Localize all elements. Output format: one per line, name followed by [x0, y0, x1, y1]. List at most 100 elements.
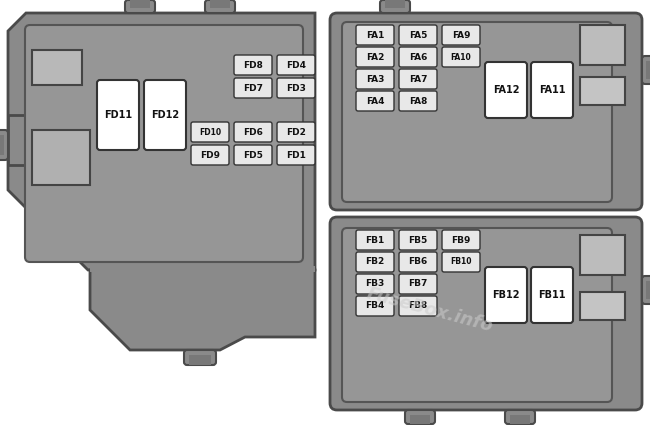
FancyBboxPatch shape [277, 122, 315, 142]
Polygon shape [8, 115, 30, 165]
FancyBboxPatch shape [642, 276, 650, 304]
FancyBboxPatch shape [330, 217, 642, 410]
FancyBboxPatch shape [531, 62, 573, 118]
FancyBboxPatch shape [399, 91, 437, 111]
FancyBboxPatch shape [277, 55, 315, 75]
Text: FB8: FB8 [408, 301, 428, 311]
FancyBboxPatch shape [405, 410, 435, 424]
FancyBboxPatch shape [191, 122, 229, 142]
FancyBboxPatch shape [399, 252, 437, 272]
Text: FA3: FA3 [366, 74, 384, 83]
Text: FB6: FB6 [408, 258, 428, 266]
FancyBboxPatch shape [356, 25, 394, 45]
FancyBboxPatch shape [342, 22, 612, 202]
FancyBboxPatch shape [234, 145, 272, 165]
FancyBboxPatch shape [234, 122, 272, 142]
FancyBboxPatch shape [356, 69, 394, 89]
Text: FD1: FD1 [286, 150, 306, 159]
FancyBboxPatch shape [25, 25, 303, 262]
Text: FD9: FD9 [200, 150, 220, 159]
FancyBboxPatch shape [125, 0, 155, 13]
Bar [0, 135, 4, 155]
FancyBboxPatch shape [356, 47, 394, 67]
Bar [580, 25, 625, 65]
Text: FD7: FD7 [243, 83, 263, 93]
FancyBboxPatch shape [356, 252, 394, 272]
Bar [646, 281, 650, 299]
FancyBboxPatch shape [184, 350, 216, 365]
Text: FB10: FB10 [450, 258, 472, 266]
FancyBboxPatch shape [144, 80, 186, 150]
Text: FB11: FB11 [538, 290, 566, 300]
Text: FA9: FA9 [452, 31, 470, 40]
FancyBboxPatch shape [399, 47, 437, 67]
Text: FB2: FB2 [365, 258, 385, 266]
FancyBboxPatch shape [205, 0, 235, 13]
Text: FD5: FD5 [243, 150, 263, 159]
Text: FA4: FA4 [366, 96, 384, 105]
Text: FD12: FD12 [151, 110, 179, 120]
FancyBboxPatch shape [399, 230, 437, 250]
FancyBboxPatch shape [356, 230, 394, 250]
Bar [580, 292, 625, 320]
FancyBboxPatch shape [234, 55, 272, 75]
Text: FA2: FA2 [366, 53, 384, 62]
FancyBboxPatch shape [485, 62, 527, 118]
Text: FB5: FB5 [408, 235, 428, 244]
FancyBboxPatch shape [277, 145, 315, 165]
Text: FA10: FA10 [450, 53, 471, 62]
Text: FB12: FB12 [492, 290, 520, 300]
FancyBboxPatch shape [380, 0, 410, 13]
Text: FB9: FB9 [451, 235, 471, 244]
Polygon shape [90, 270, 315, 350]
Bar [210, 0, 230, 8]
Text: FA12: FA12 [493, 85, 519, 95]
Polygon shape [8, 13, 315, 270]
FancyBboxPatch shape [330, 13, 642, 210]
Text: FB4: FB4 [365, 301, 385, 311]
FancyBboxPatch shape [642, 56, 650, 84]
FancyBboxPatch shape [442, 47, 480, 67]
Bar [189, 355, 211, 365]
FancyBboxPatch shape [0, 130, 8, 160]
FancyBboxPatch shape [277, 78, 315, 98]
FancyBboxPatch shape [531, 267, 573, 323]
FancyBboxPatch shape [442, 230, 480, 250]
FancyBboxPatch shape [191, 145, 229, 165]
FancyBboxPatch shape [356, 91, 394, 111]
FancyBboxPatch shape [442, 25, 480, 45]
FancyBboxPatch shape [342, 228, 612, 402]
FancyBboxPatch shape [97, 80, 139, 150]
Text: FB1: FB1 [365, 235, 385, 244]
Text: FD8: FD8 [243, 60, 263, 70]
FancyBboxPatch shape [485, 267, 527, 323]
Bar [580, 77, 625, 105]
Text: FD10: FD10 [199, 128, 221, 136]
Text: FD2: FD2 [286, 128, 306, 136]
Bar [130, 0, 150, 8]
Bar [385, 0, 405, 8]
FancyBboxPatch shape [399, 69, 437, 89]
Text: FD3: FD3 [286, 83, 306, 93]
Text: FA6: FA6 [409, 53, 427, 62]
Text: FA7: FA7 [409, 74, 427, 83]
Text: FD4: FD4 [286, 60, 306, 70]
Bar [410, 415, 430, 424]
FancyBboxPatch shape [442, 252, 480, 272]
Text: FA11: FA11 [539, 85, 566, 95]
FancyBboxPatch shape [356, 296, 394, 316]
Bar [510, 415, 530, 424]
Text: FA1: FA1 [366, 31, 384, 40]
Bar [32, 50, 82, 85]
FancyBboxPatch shape [399, 25, 437, 45]
Bar [32, 130, 90, 185]
FancyBboxPatch shape [356, 274, 394, 294]
Bar [646, 61, 650, 79]
Bar [580, 235, 625, 275]
FancyBboxPatch shape [399, 296, 437, 316]
FancyBboxPatch shape [234, 78, 272, 98]
Text: FD6: FD6 [243, 128, 263, 136]
FancyBboxPatch shape [399, 274, 437, 294]
Text: FB7: FB7 [408, 280, 428, 289]
FancyBboxPatch shape [505, 410, 535, 424]
